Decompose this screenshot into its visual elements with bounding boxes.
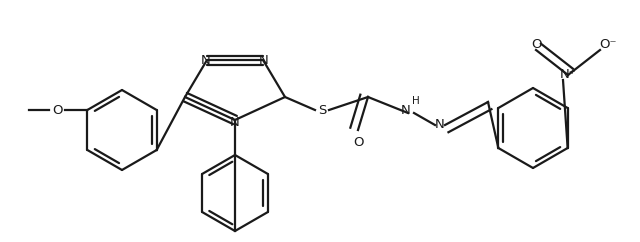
Text: N: N — [435, 119, 445, 131]
Text: N: N — [230, 115, 240, 129]
Text: N⁺: N⁺ — [560, 68, 576, 82]
Text: H: H — [412, 96, 420, 106]
Text: N: N — [201, 53, 211, 67]
Text: O: O — [52, 104, 63, 116]
Text: S: S — [318, 104, 326, 116]
Text: O: O — [531, 38, 541, 51]
Text: O: O — [353, 136, 364, 149]
Text: N: N — [401, 105, 411, 118]
Text: O⁻: O⁻ — [599, 38, 617, 51]
Text: N: N — [259, 53, 269, 67]
